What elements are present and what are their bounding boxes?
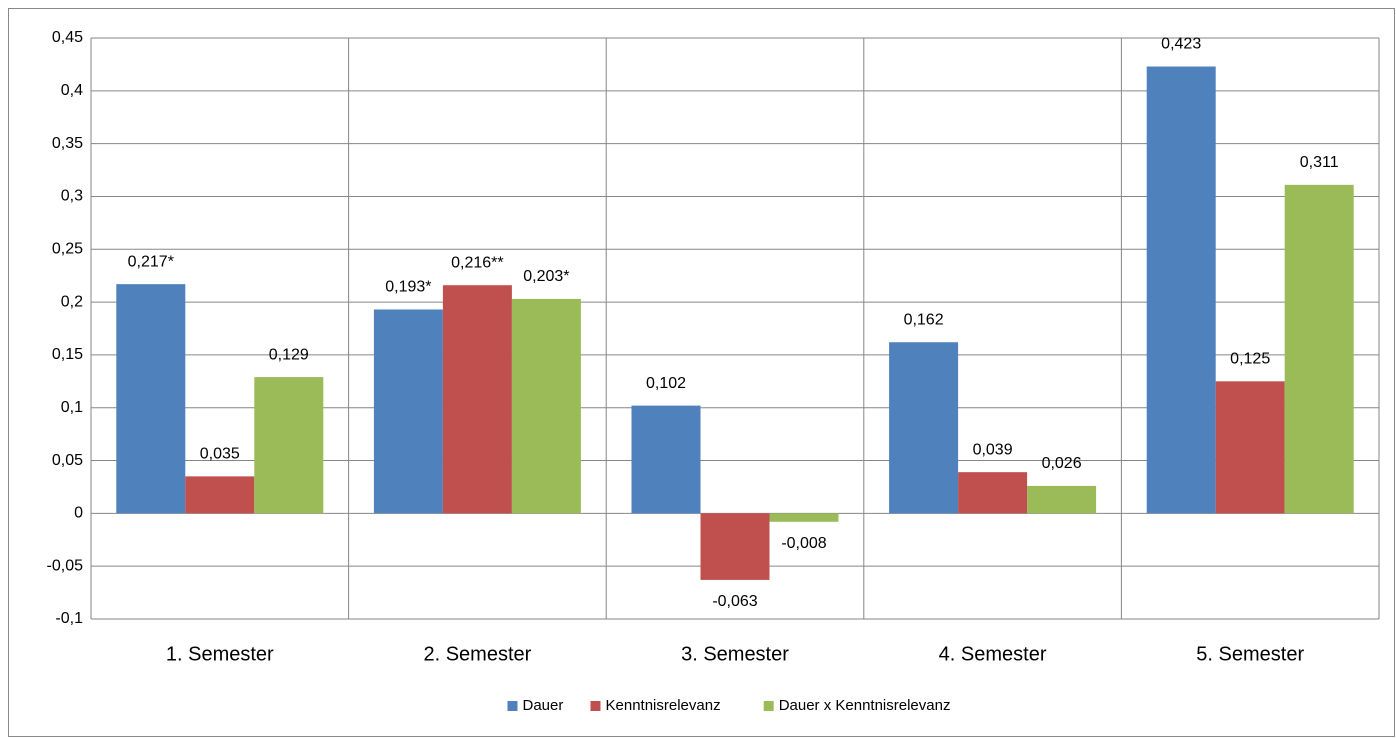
bar	[700, 513, 770, 580]
value-label: 0,193*	[385, 279, 431, 296]
x-tick-label: 1. Semester	[166, 643, 274, 665]
value-label: 0,102	[646, 375, 686, 392]
value-label: 0,035	[200, 446, 240, 463]
value-label: 0,311	[1300, 154, 1339, 171]
bar	[1215, 381, 1285, 514]
bar	[1284, 184, 1354, 514]
y-tick-label: 0,25	[52, 240, 83, 257]
x-tick-label: 2. Semester	[423, 643, 531, 665]
value-label: 0,039	[973, 441, 1013, 458]
y-tick-label: 0,05	[52, 452, 83, 469]
legend-label: Dauer	[523, 697, 564, 714]
y-tick-label: 0	[74, 505, 83, 522]
y-tick-label: 0,35	[52, 135, 83, 152]
bar	[116, 284, 186, 514]
bar	[889, 342, 959, 514]
bar	[254, 377, 324, 514]
y-tick-label: 0,3	[61, 188, 83, 205]
bar	[511, 298, 581, 514]
bar	[373, 309, 443, 514]
value-label: -0,008	[781, 535, 826, 552]
bar	[1146, 66, 1216, 514]
value-label: 0,125	[1230, 351, 1270, 368]
value-label: 0,217*	[128, 253, 174, 270]
y-tick-label: 0,1	[61, 399, 83, 416]
legend-label: Dauer x Kenntnisrelevanz	[779, 697, 951, 714]
bar	[631, 405, 701, 514]
bar	[769, 513, 839, 522]
y-tick-label: 0,2	[61, 293, 83, 310]
value-label: -0,063	[712, 593, 757, 610]
value-label: 0,203*	[523, 268, 569, 285]
value-label: 0,216**	[451, 254, 504, 271]
bar	[185, 476, 255, 514]
y-tick-label: -0,1	[55, 610, 83, 627]
legend-swatch	[507, 701, 518, 711]
value-label: 0,162	[904, 311, 944, 328]
y-tick-label: -0,05	[47, 557, 84, 574]
x-tick-label: 4. Semester	[939, 643, 1047, 665]
x-tick-label: 3. Semester	[681, 643, 789, 665]
legend-label: Kenntnisrelevanz	[606, 697, 721, 714]
y-tick-label: 0,15	[52, 346, 83, 363]
value-label: 0,026	[1042, 455, 1082, 472]
legend-swatch	[763, 701, 774, 711]
value-label: 0,423	[1161, 36, 1201, 53]
value-label: 0,129	[269, 346, 309, 363]
legend-swatch	[590, 701, 601, 711]
bar	[1027, 485, 1097, 514]
x-tick-label: 5. Semester	[1196, 643, 1304, 665]
y-tick-label: 0,45	[52, 29, 83, 46]
y-tick-label: 0,4	[61, 82, 83, 99]
bar	[958, 472, 1028, 514]
bar	[442, 285, 512, 514]
